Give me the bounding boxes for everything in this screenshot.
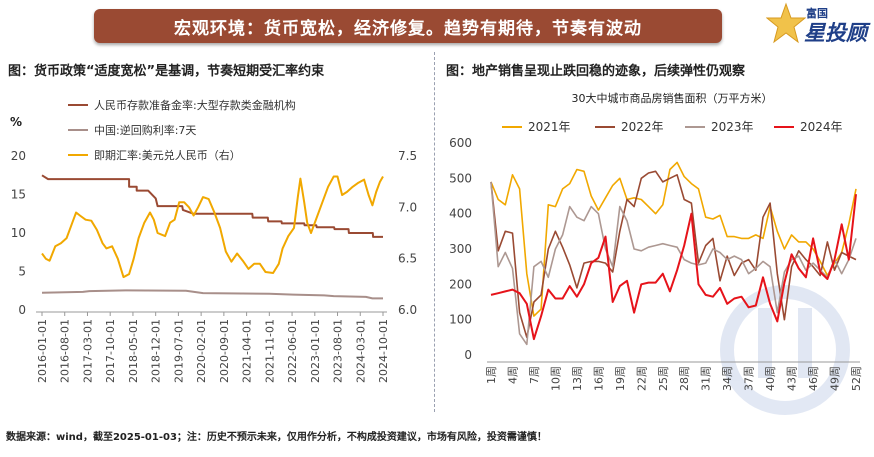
right-series-line-0 bbox=[490, 161, 857, 317]
left-xtick-label-5: 2018-12-01 bbox=[150, 319, 163, 383]
logo-small-text: 富国 bbox=[806, 7, 828, 20]
legend-label-right-0: 2021年 bbox=[528, 120, 571, 134]
left-xtick-label-4: 2018-05-01 bbox=[127, 319, 140, 383]
left-series-line-2 bbox=[41, 175, 384, 279]
right-xtick-label-1: 4周 bbox=[506, 366, 519, 384]
right-xtick-label-9: 28周 bbox=[678, 366, 691, 391]
left-xtick-label-1: 2016-08-01 bbox=[59, 319, 72, 383]
left-chart-subtitle: 图：货币政策“适度宽松”是基调，节奏短期受汇率约束 bbox=[8, 64, 325, 79]
brand-logo: 富国 星投顾 bbox=[766, 2, 874, 46]
right-ytick-3: 300 bbox=[449, 242, 472, 256]
right-xtick-label-2: 7周 bbox=[528, 366, 541, 384]
right-xtick-label-8: 25周 bbox=[657, 366, 670, 391]
legend-label-left-1: 中国:逆回购利率:7天 bbox=[94, 123, 196, 137]
right-xtick-label-7: 22周 bbox=[635, 366, 648, 391]
watermark-bar-2 bbox=[798, 308, 812, 378]
watermark-bar-1 bbox=[758, 308, 772, 378]
left-ytick-0: 0 bbox=[18, 303, 26, 317]
legend-label-left-2: 即期汇率:美元兑人民币（右） bbox=[94, 148, 241, 162]
left-xtick-label-12: 2023-01-01 bbox=[309, 319, 322, 383]
legend-label-right-3: 2024年 bbox=[800, 120, 843, 134]
right-ytick-1: 6.5 bbox=[398, 252, 417, 266]
right-xtick-label-5: 16周 bbox=[592, 366, 605, 391]
left-series-line-0 bbox=[41, 174, 383, 238]
right-xtick-label-17: 52周 bbox=[850, 366, 863, 391]
right-xtick-label-13: 40周 bbox=[764, 366, 777, 391]
left-axis-unit: % bbox=[10, 115, 22, 129]
right-chart-subtitle: 图：地产销售呈现止跌回稳的迹象，后续弹性仍观察 bbox=[446, 64, 746, 79]
right-xtick-label-15: 46周 bbox=[807, 366, 820, 391]
left-xtick-label-13: 2023-08-01 bbox=[332, 319, 345, 383]
left-xtick-label-3: 2017-10-01 bbox=[104, 319, 117, 383]
left-xtick-label-14: 2024-03-01 bbox=[354, 319, 367, 383]
property-sales-chart: 30大中城市商品房销售面积（万平方米） 2021年 2022年 2023年 2024年 0… bbox=[449, 91, 863, 415]
panel-divider bbox=[434, 52, 435, 412]
right-series-line-1 bbox=[490, 170, 857, 339]
legend-label-right-2: 2023年 bbox=[711, 120, 754, 134]
left-ytick-3: 15 bbox=[11, 188, 26, 202]
right-ytick-3: 7.5 bbox=[398, 149, 417, 163]
right-xtick-label-6: 19周 bbox=[614, 366, 627, 391]
watermark-logo bbox=[720, 285, 850, 415]
right-ytick-4: 400 bbox=[449, 207, 472, 221]
left-xtick-label-11: 2022-06-01 bbox=[286, 319, 299, 383]
logo-main-text: 星投顾 bbox=[804, 21, 867, 45]
watermark-ring bbox=[720, 285, 850, 415]
left-series-line-1 bbox=[41, 289, 383, 300]
right-series-line-3 bbox=[490, 194, 857, 341]
left-ytick-4: 20 bbox=[11, 149, 26, 163]
title-banner: 宏观环境：货币宽松，经济修复。趋势有期待，节奏有波动 bbox=[94, 9, 722, 43]
right-xtick-label-14: 43周 bbox=[786, 366, 799, 391]
right-ytick-2: 200 bbox=[449, 277, 472, 291]
right-xtick-label-12: 37周 bbox=[743, 366, 756, 391]
right-ytick-1: 100 bbox=[449, 313, 472, 327]
page-title: 宏观环境：货币宽松，经济修复。趋势有期待，节奏有波动 bbox=[174, 18, 642, 39]
left-xtick-label-7: 2020-02-01 bbox=[195, 319, 208, 383]
right-xtick-label-10: 31周 bbox=[700, 366, 713, 391]
right-ytick-2: 7.0 bbox=[398, 200, 417, 214]
policy-rate-chart: 人民币存款准备金率:大型存款类金融机构中国:逆回购利率:7天即期汇率:美元兑人民… bbox=[10, 98, 417, 383]
left-xtick-label-0: 2016-01-01 bbox=[36, 319, 49, 383]
source-footnote: 数据来源：wind，截至2025-01-03；注：历史不预示未来，仅用作分析，不… bbox=[6, 432, 547, 443]
right-xtick-label-3: 10周 bbox=[549, 366, 562, 391]
left-xtick-label-10: 2021-11-01 bbox=[263, 319, 276, 383]
right-xtick-label-11: 34周 bbox=[721, 366, 734, 391]
right-series-line-2 bbox=[490, 181, 857, 346]
right-ytick-6: 600 bbox=[449, 136, 472, 150]
right-ytick-0: 6.0 bbox=[398, 303, 417, 317]
left-ytick-2: 10 bbox=[11, 226, 26, 240]
left-ytick-1: 5 bbox=[18, 265, 26, 279]
right-chart-title: 30大中城市商品房销售面积（万平方米） bbox=[572, 91, 773, 105]
left-xtick-label-9: 2021-04-01 bbox=[241, 319, 254, 383]
right-ytick-0: 0 bbox=[464, 348, 472, 362]
right-xtick-label-16: 49周 bbox=[829, 366, 842, 391]
right-xtick-label-0: 1周 bbox=[485, 366, 498, 384]
star-icon bbox=[766, 2, 806, 44]
left-xtick-label-8: 2020-09-01 bbox=[218, 319, 231, 383]
right-ytick-5: 500 bbox=[449, 171, 472, 185]
legend-label-right-1: 2022年 bbox=[621, 120, 664, 134]
left-xtick-label-6: 2019-07-01 bbox=[172, 319, 185, 383]
left-xtick-label-15: 2024-10-01 bbox=[377, 319, 390, 383]
legend-label-left-0: 人民币存款准备金率:大型存款类金融机构 bbox=[94, 98, 296, 112]
right-xtick-label-4: 13周 bbox=[571, 366, 584, 391]
left-xtick-label-2: 2017-03-01 bbox=[81, 319, 94, 383]
